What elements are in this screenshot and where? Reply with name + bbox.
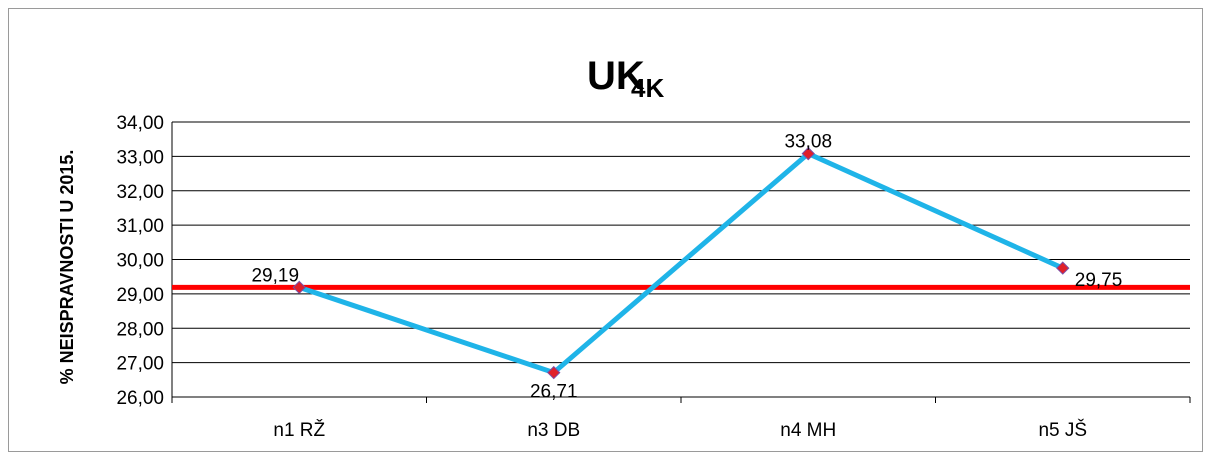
data-point bbox=[1056, 261, 1070, 275]
x-tick-label: n4 MH bbox=[780, 420, 836, 441]
chart-container: UK 4K % NEISPRAVNOSTI U 2015. 26,00 27,00… bbox=[8, 8, 1203, 452]
chart-title: UK bbox=[587, 54, 645, 98]
series-line bbox=[298, 150, 1064, 376]
y-tick-label: 26,00 bbox=[116, 388, 164, 409]
y-axis-label: % NEISPRAVNOSTI U 2015. bbox=[57, 150, 77, 385]
data-point bbox=[801, 146, 815, 161]
line-chart: UK 4K % NEISPRAVNOSTI U 2015. 26,00 27,00… bbox=[57, 54, 1191, 441]
y-tick-label: 33,00 bbox=[116, 147, 164, 168]
data-point bbox=[292, 280, 306, 295]
data-label: 33,08 bbox=[784, 132, 832, 153]
y-tick-label: 28,00 bbox=[116, 319, 164, 340]
data-label: 26,71 bbox=[530, 382, 578, 403]
grid-lines bbox=[171, 121, 1191, 403]
data-label: 29,19 bbox=[251, 265, 299, 286]
data-label: 29,75 bbox=[1075, 270, 1123, 291]
series-layer bbox=[292, 146, 1070, 380]
y-tick-label: 31,00 bbox=[116, 216, 164, 237]
y-tick-label: 32,00 bbox=[116, 182, 164, 203]
x-tick-label: n3 DB bbox=[527, 420, 580, 441]
x-tick-label: n1 RŽ bbox=[273, 419, 325, 441]
data-labels: 29,19 26,71 33,08 29,75 bbox=[251, 132, 1122, 403]
y-tick-label: 29,00 bbox=[116, 285, 164, 306]
x-tick-labels: n1 RŽ n3 DB n4 MH n5 JŠ bbox=[273, 419, 1087, 441]
y-tick-labels: 26,00 27,00 28,00 29,00 30,00 31,00 32,00 33,00… bbox=[116, 113, 164, 409]
chart-title-subscript: 4K bbox=[631, 73, 664, 103]
y-tick-label: 34,00 bbox=[116, 113, 164, 134]
y-tick-label: 27,00 bbox=[116, 354, 164, 375]
data-point bbox=[547, 365, 561, 380]
y-tick-label: 30,00 bbox=[116, 251, 164, 272]
x-tick-label: n5 JŠ bbox=[1038, 419, 1087, 441]
